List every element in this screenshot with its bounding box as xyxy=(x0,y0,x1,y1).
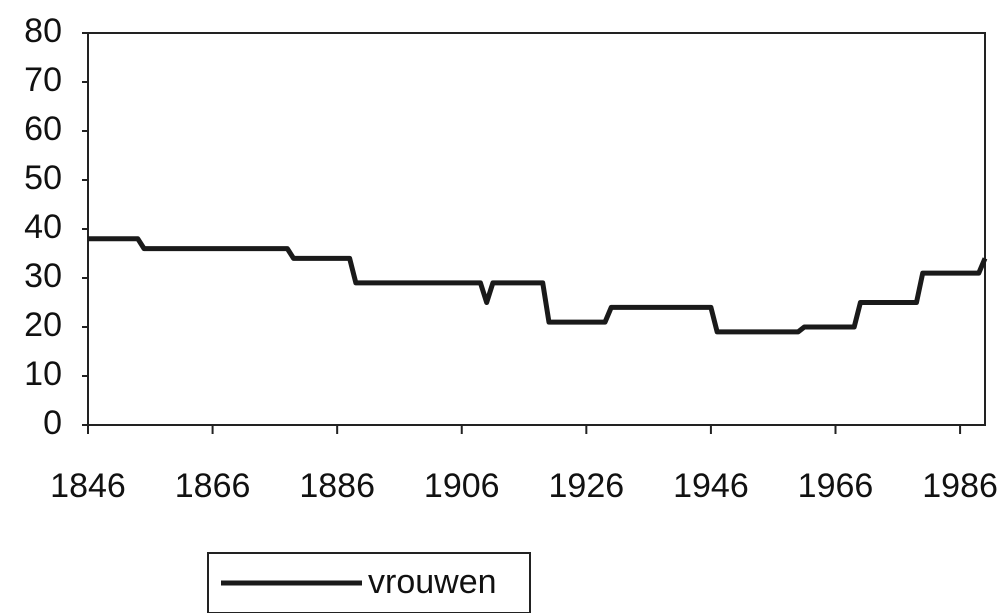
x-tick-label: 1986 xyxy=(922,467,998,505)
legend-label: vrouwen xyxy=(368,563,497,601)
plot-frame xyxy=(87,32,986,426)
x-tick-label: 1886 xyxy=(299,467,375,505)
x-tick-label: 1926 xyxy=(549,467,625,505)
y-tick-label: 40 xyxy=(24,208,62,246)
x-tick-label: 1906 xyxy=(424,467,500,505)
y-tick-label: 50 xyxy=(24,159,62,197)
y-tick-label: 70 xyxy=(24,61,62,99)
y-tick-label: 80 xyxy=(24,12,62,50)
y-tick-label: 0 xyxy=(43,404,62,442)
y-tick-label: 10 xyxy=(24,355,62,393)
x-tick-label: 1866 xyxy=(175,467,251,505)
line xyxy=(88,236,988,335)
y-tick-label: 20 xyxy=(24,306,62,344)
x-tick-label: 1946 xyxy=(673,467,749,505)
legend-box xyxy=(207,552,531,613)
x-tick-label: 1966 xyxy=(798,467,874,505)
y-tick-label: 60 xyxy=(24,110,62,148)
y-tick-label: 30 xyxy=(24,257,62,295)
x-tick-label: 1846 xyxy=(50,467,126,505)
